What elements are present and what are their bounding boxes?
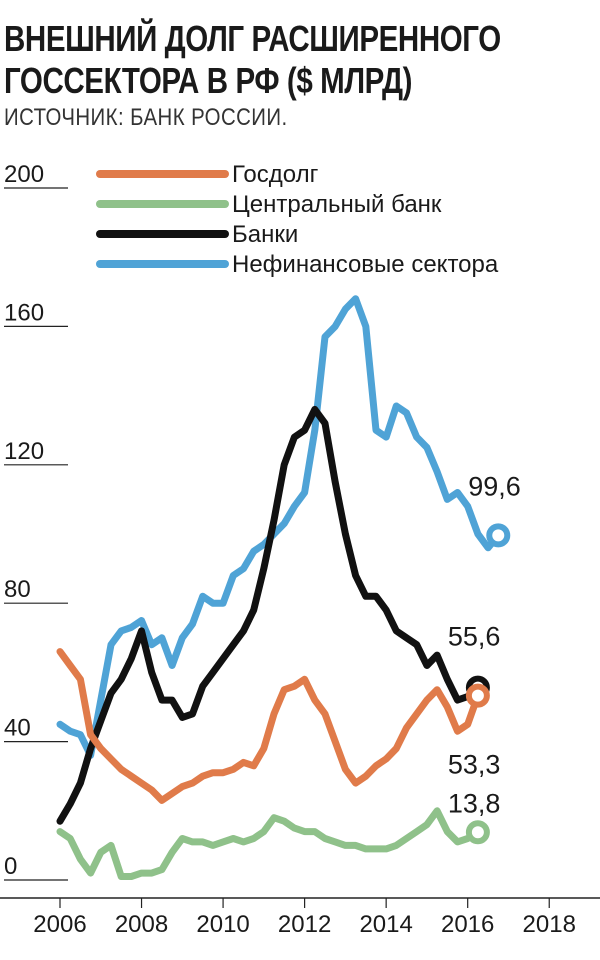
legend-label: Нефинансовые сектора — [232, 251, 499, 278]
x-tick-label: 2016 — [441, 911, 494, 938]
series-end-marker — [465, 820, 490, 845]
legend-label: Госдолг — [232, 161, 319, 188]
x-axis: 2006 2008 2010 2012 2014 2016 2018 — [0, 897, 600, 938]
series-end-marker — [465, 683, 490, 708]
legend: Госдолг Центральный банк Банки Нефинансовые… — [96, 161, 499, 278]
x-tick-label: 2012 — [278, 911, 331, 938]
series-line — [56, 807, 482, 880]
y-tick-label: 120 — [4, 438, 44, 465]
series-line — [56, 405, 482, 825]
y-tick-label: 200 — [4, 161, 44, 188]
x-tick-label: 2006 — [33, 911, 86, 938]
y-gridlines: 0 40 80 120 160 200 — [4, 161, 68, 881]
end-value-labels: 99,6 55,6 53,3 13,8 — [448, 471, 521, 845]
series-end-label: 99,6 — [468, 471, 521, 501]
y-tick-label: 0 — [4, 853, 17, 880]
x-tick-label: 2010 — [196, 911, 249, 938]
series-line — [56, 648, 482, 804]
legend-label: Центральный банк — [232, 191, 442, 218]
y-tick-label: 40 — [4, 715, 31, 742]
series-lines — [56, 295, 502, 880]
y-tick-label: 160 — [4, 299, 44, 326]
chart-source: ИСТОЧНИК: БАНК РОССИИ. — [4, 104, 288, 131]
x-tick-label: 2014 — [359, 911, 412, 938]
x-tick-label: 2008 — [115, 911, 168, 938]
series-end-label: 13,8 — [448, 788, 501, 818]
series-end-label: 53,3 — [448, 750, 501, 780]
chart-title: ВНЕШНИЙ ДОЛГ РАСШИРЕННОГО ГОССЕКТОРА В Р… — [4, 18, 501, 102]
legend-label: Банки — [232, 221, 298, 248]
chart-title-line-1: ВНЕШНИЙ ДОЛГ РАСШИРЕННОГО — [4, 18, 501, 59]
y-tick-label: 80 — [4, 576, 31, 603]
series-line — [56, 295, 502, 759]
series-end-label: 55,6 — [448, 622, 501, 652]
x-tick-label: 2018 — [523, 911, 576, 938]
series-end-marker — [486, 523, 511, 548]
chart-title-line-2: ГОССЕКТОРА В РФ ($ МЛРД) — [4, 60, 413, 101]
